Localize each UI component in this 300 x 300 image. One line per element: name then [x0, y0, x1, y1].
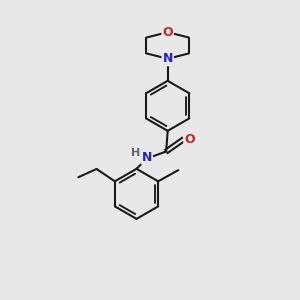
- Text: N: N: [142, 151, 152, 164]
- Text: H: H: [131, 148, 140, 158]
- Text: O: O: [162, 26, 173, 39]
- Text: N: N: [163, 52, 173, 65]
- Text: O: O: [184, 133, 195, 146]
